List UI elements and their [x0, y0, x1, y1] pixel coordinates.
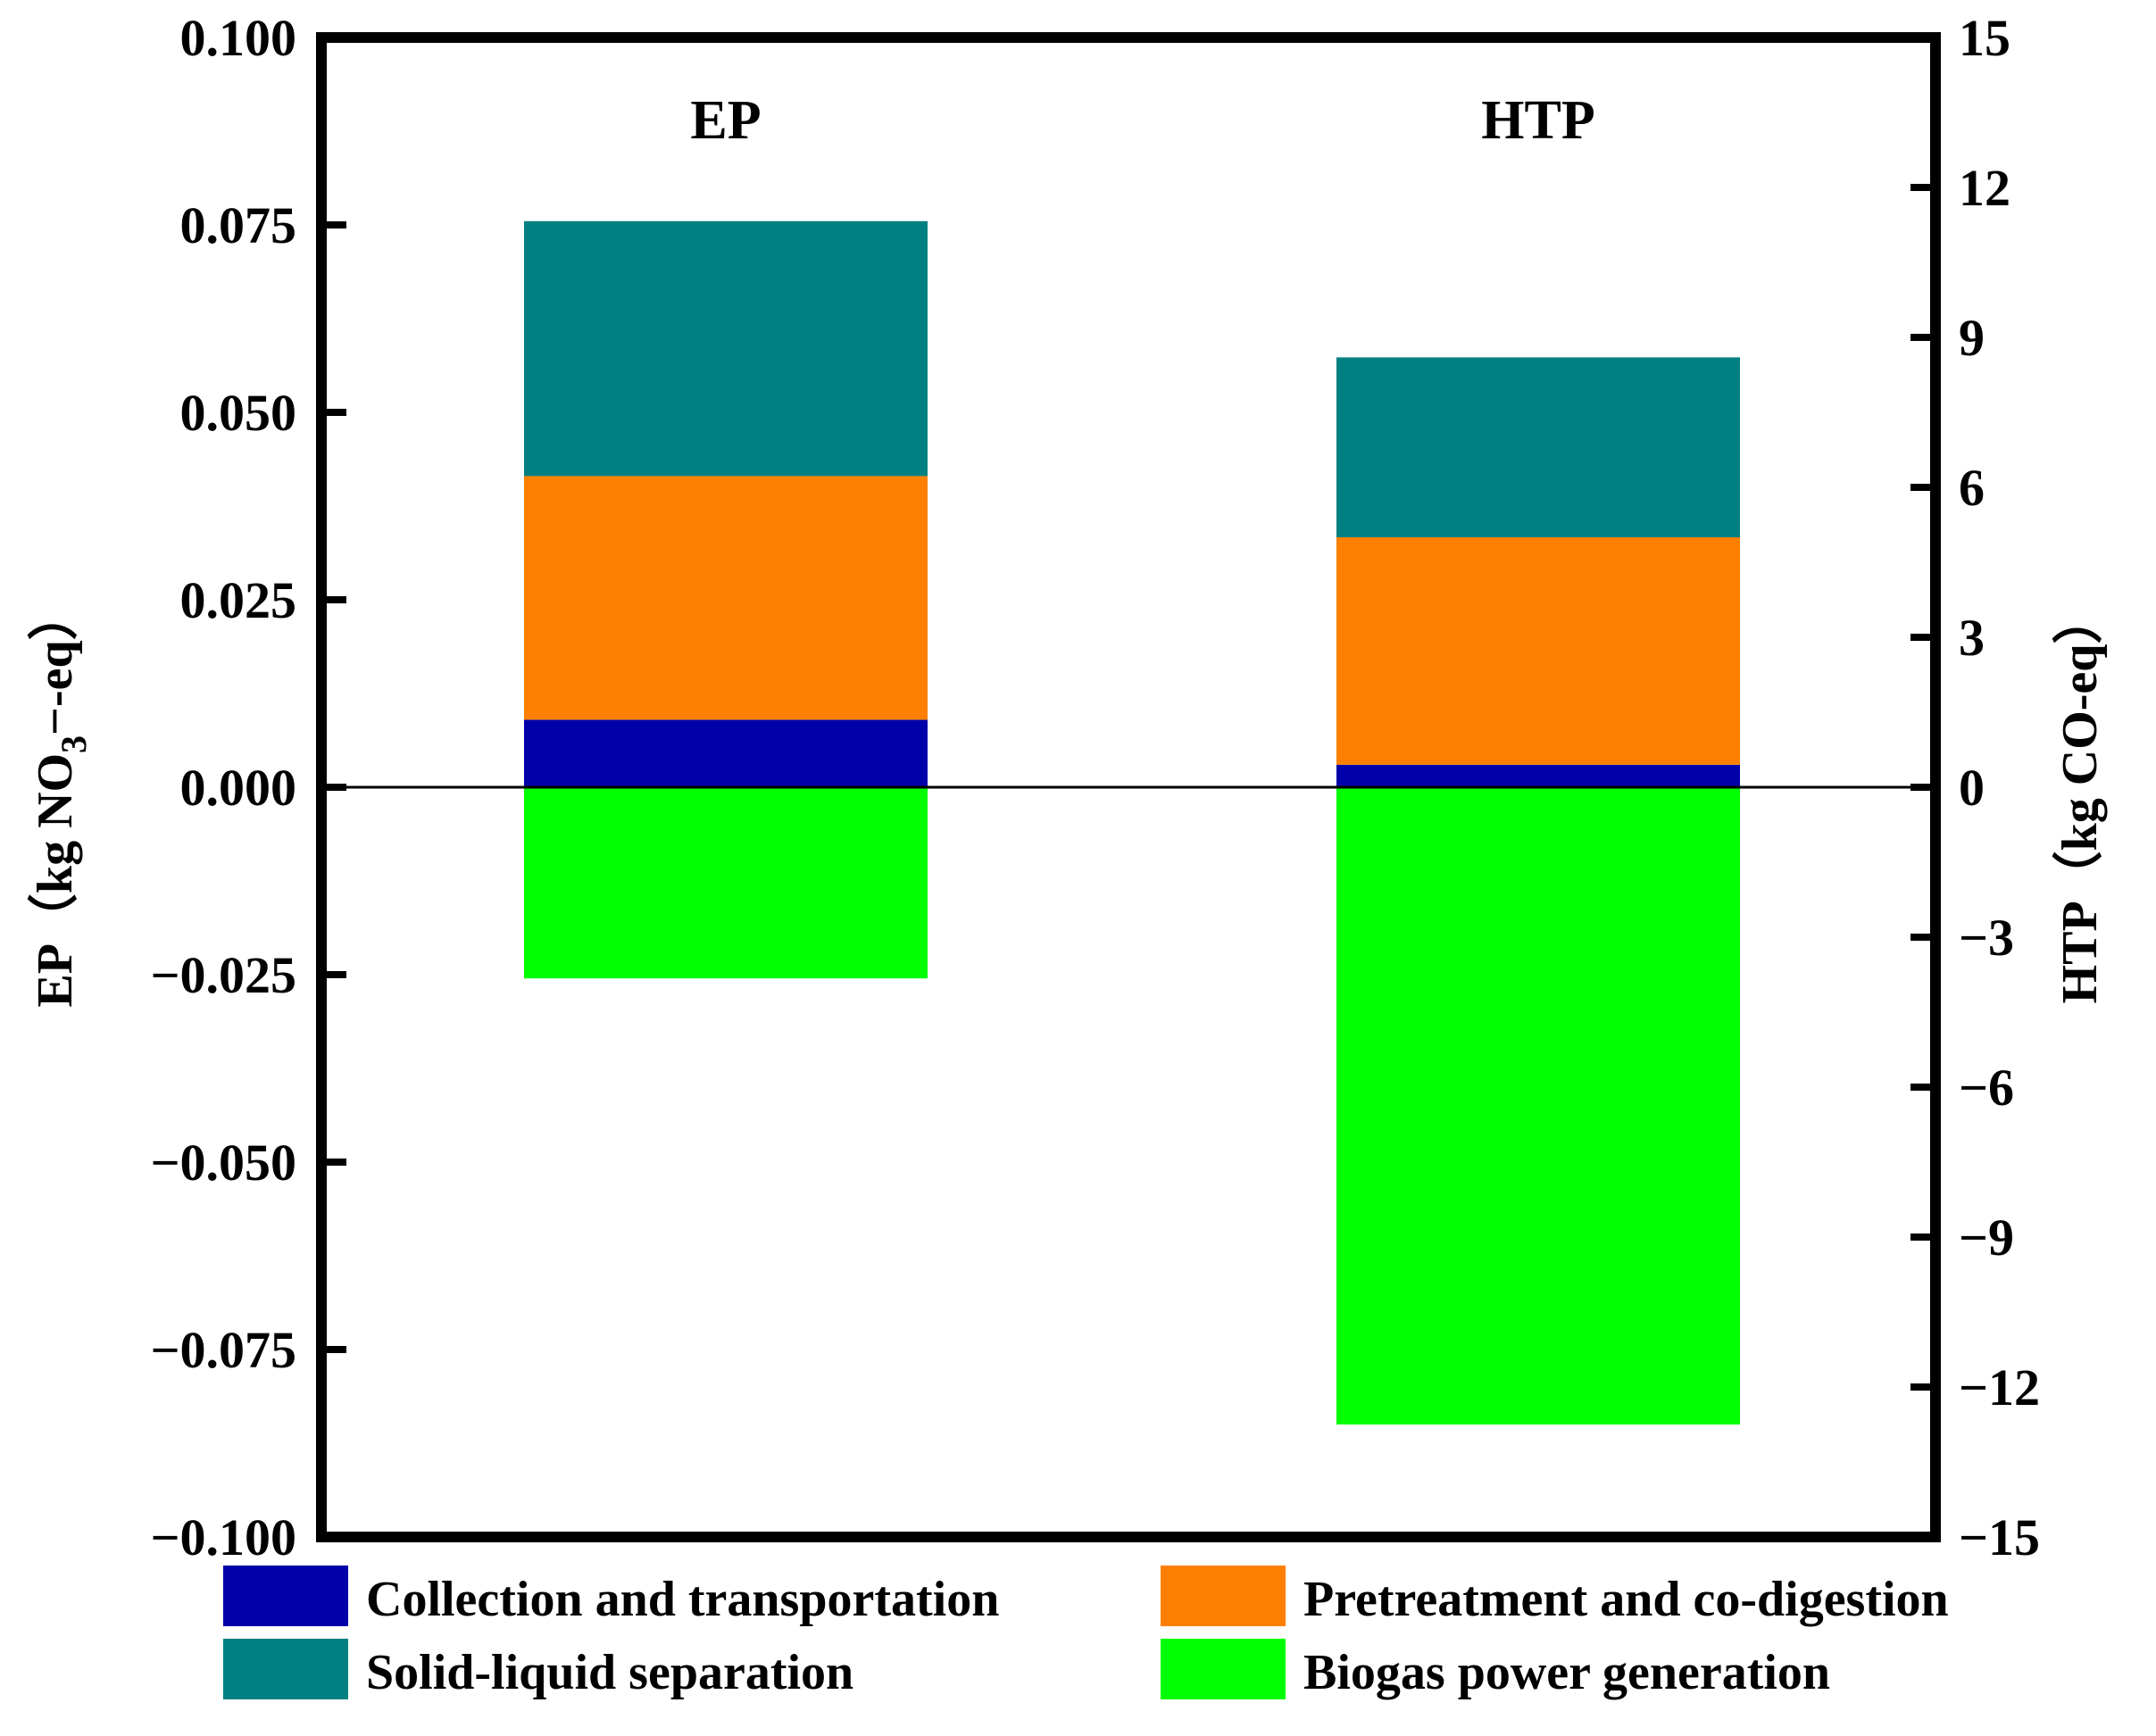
right-tick-label: −3 [1959, 909, 2014, 967]
bars-layer [524, 220, 1740, 1425]
left-tick-label: 0.000 [180, 759, 297, 817]
left-tick-label: −0.025 [150, 946, 296, 1004]
bar-ep-collection-and-transportation [524, 719, 928, 787]
legend-swatch-pretreatment-and-co-digestion [1161, 1566, 1286, 1626]
bar-htp-solid-liquid-separation [1336, 357, 1740, 537]
legend: Collection and transportation Pretreatmen… [223, 1566, 1949, 1700]
bar-htp-biogas-power-generation [1336, 787, 1740, 1425]
right-tick-label: 6 [1959, 459, 1985, 517]
right-tick-label: 12 [1959, 159, 2010, 217]
left-tick-label: 0.050 [180, 384, 297, 442]
category-label-htp: HTP [1481, 90, 1594, 151]
left-tick-label: −0.075 [150, 1321, 296, 1379]
left-axis: −0.100 −0.075 −0.050 −0.025 0.000 0.025 0.050 0… [150, 9, 346, 1566]
right-tick-label: 15 [1959, 9, 2010, 67]
bar-ep-pretreatment-and-co-digestion [524, 476, 928, 720]
legend-label-biogas-power-generation: Biogas power generation [1303, 1645, 1830, 1700]
right-tick-label: −12 [1959, 1358, 2040, 1416]
legend-swatch-collection-and-transportation [223, 1566, 348, 1626]
left-axis-label: EP（kg NO3−-eq） [27, 590, 94, 1007]
right-tick-label: 9 [1959, 309, 1985, 367]
left-tick-label: −0.100 [150, 1508, 296, 1566]
left-tick-label: 0.025 [180, 571, 297, 629]
legend-swatch-solid-liquid-separation [223, 1639, 348, 1699]
bar-htp-pretreatment-and-co-digestion [1336, 537, 1740, 765]
right-tick-label: −9 [1959, 1209, 2014, 1267]
right-tick-label: 0 [1959, 759, 1985, 817]
bar-ep-solid-liquid-separation [524, 220, 928, 477]
right-tick-label: 3 [1959, 609, 1985, 667]
legend-label-pretreatment-and-co-digestion: Pretreatment and co-digestion [1303, 1572, 1949, 1627]
right-axis-label: HTP（kg CO-eq） [2052, 594, 2108, 1004]
left-tick-label: 0.100 [180, 9, 297, 67]
bar-ep-biogas-power-generation [524, 787, 928, 979]
category-label-ep: EP [690, 90, 761, 151]
left-tick-label: −0.050 [150, 1134, 296, 1192]
right-axis: −15 −12 −9 −6 −3 0 3 6 9 12 15 [1910, 9, 2040, 1566]
legend-swatch-biogas-power-generation [1161, 1639, 1286, 1699]
bar-htp-collection-and-transportation [1336, 764, 1740, 787]
legend-label-solid-liquid-separation: Solid-liquid separation [366, 1645, 853, 1700]
right-tick-label: −6 [1959, 1059, 2014, 1117]
category-labels: EP HTP [690, 90, 1594, 151]
right-tick-label: −15 [1959, 1508, 2040, 1566]
left-tick-label: 0.075 [180, 196, 297, 254]
legend-label-collection-and-transportation: Collection and transportation [366, 1572, 999, 1627]
